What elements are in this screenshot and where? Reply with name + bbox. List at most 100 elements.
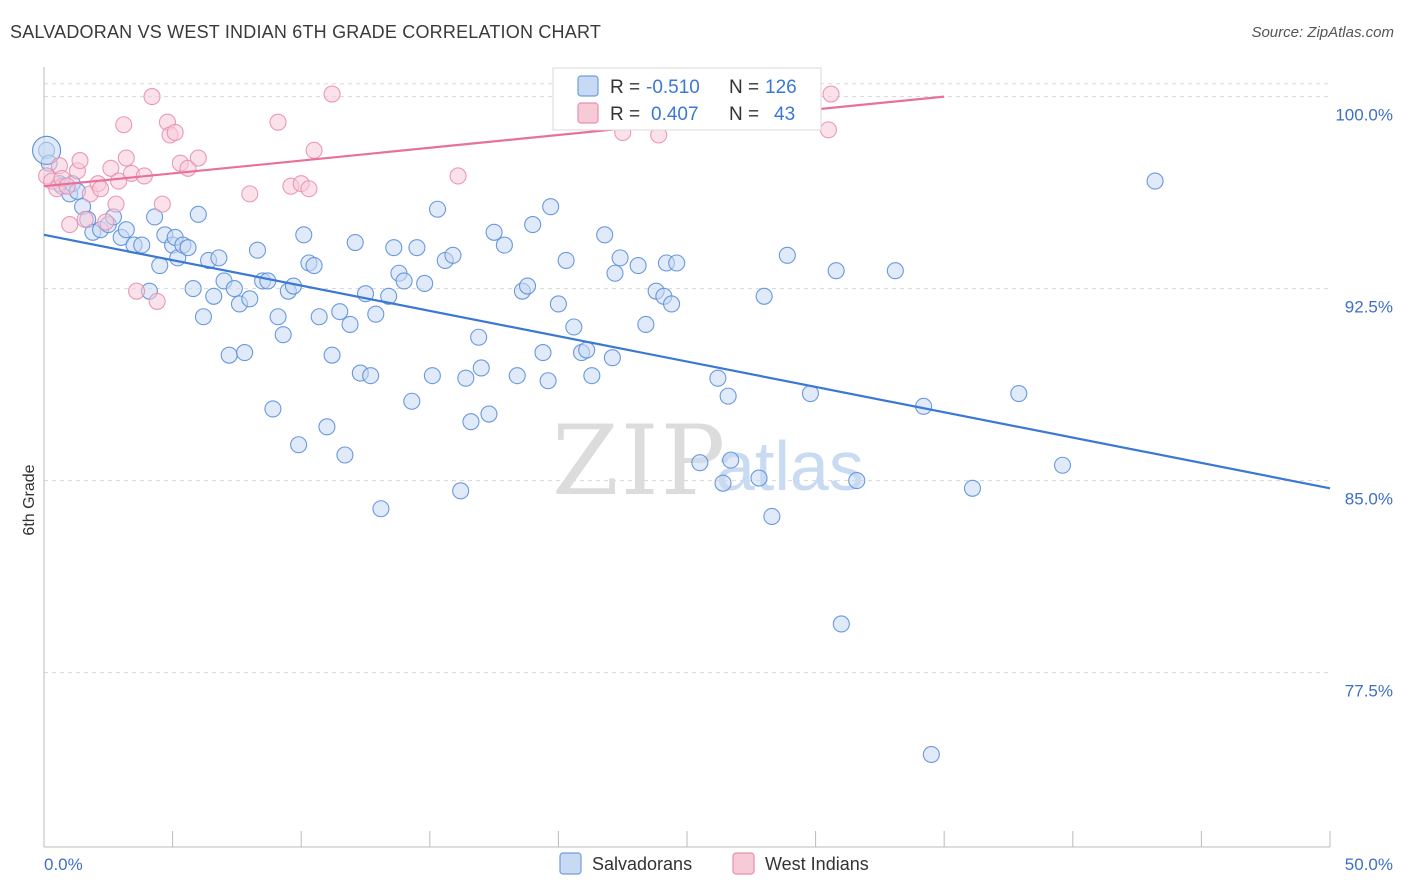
salvadoran-point-116: [827, 262, 845, 280]
salvadoran-point-52: [323, 346, 341, 364]
salvadoran-point-16: [133, 236, 151, 254]
salvadoran-point-25: [179, 239, 197, 257]
salvadoran-point-104: [668, 254, 686, 272]
x-tick-label-0: 0.0%: [44, 855, 83, 874]
salvadoran-point-27: [189, 205, 207, 223]
salvadoran-point-67: [408, 239, 426, 257]
y-tick-label-0: 77.5%: [1345, 682, 1393, 701]
salvadoran-point-72: [444, 246, 462, 264]
salvadoran-point-69: [423, 367, 441, 385]
salvadoran-point-86: [539, 372, 557, 390]
salvadoran-point-65: [395, 272, 413, 290]
chart-title: SALVADORAN VS WEST INDIAN 6TH GRADE CORR…: [10, 22, 602, 42]
legend-r-value-1: -0.510: [646, 77, 700, 98]
west-indian-point-31: [241, 185, 259, 203]
west-indian-point-35: [300, 180, 318, 198]
y-tick-label-2: 92.5%: [1345, 298, 1393, 317]
salvadoran-point-33: [220, 346, 238, 364]
legend-swatch-pink: [577, 102, 599, 124]
salvadoran-point-84: [524, 216, 542, 234]
salvadoran-point-61: [372, 500, 390, 518]
salvadoran-point-41: [264, 400, 282, 418]
salvadoran-point-47: [295, 226, 313, 244]
bottom-legend-label-west-indians: West Indians: [765, 854, 869, 874]
watermark: ZIP atlas: [552, 405, 864, 517]
salvadoran-point-54: [336, 446, 354, 464]
west-indian-point-41: [819, 121, 838, 139]
salvadoran-point-87: [542, 198, 560, 216]
watermark-atlas: atlas: [716, 427, 864, 505]
salvadoran-point-70: [428, 200, 447, 218]
west-indian-point-22: [143, 88, 161, 106]
salvadoran-point-74: [457, 369, 475, 387]
legend-r-label-1: R =: [610, 77, 640, 98]
west-indian-point-27: [166, 123, 184, 141]
salvadoran-point-106: [691, 454, 709, 472]
bottom-legend-label-salvadorans: Salvadorans: [592, 854, 692, 874]
salvadoran-point-37: [241, 290, 259, 308]
salvadoran-point-59: [362, 367, 380, 385]
salvadoran-point-34: [225, 280, 243, 298]
west-indian-point-24: [153, 195, 171, 213]
salvadoran-point-63: [385, 239, 403, 257]
west-indian-point-23: [148, 292, 166, 310]
west-indian-point-9: [76, 210, 94, 229]
salvadoran-point-30: [205, 287, 223, 305]
salvadoran-point-26: [184, 280, 202, 298]
west-indian-point-37: [323, 85, 341, 103]
series-salvadorans: [32, 85, 1164, 764]
salvadoran-point-14: [117, 221, 135, 239]
legend-n-value-1: 126: [765, 77, 797, 98]
bottom-legend-swatch-salvadorans: [559, 852, 582, 875]
salvadoran-point-97: [611, 249, 629, 267]
salvadoran-point-38: [248, 241, 267, 259]
salvadoran-point-53: [331, 303, 349, 321]
salvadoran-point-49: [305, 257, 323, 275]
salvadoran-point-51: [318, 418, 336, 436]
y-tick-label-1: 85.0%: [1345, 490, 1393, 509]
salvadoran-point-83: [518, 277, 537, 295]
salvadoran-point-108: [714, 474, 732, 492]
salvadoran-point-119: [886, 262, 904, 280]
legend-n-label-1: N =: [729, 77, 759, 98]
west-indian-point-16: [110, 172, 128, 190]
west-indian-point-14: [102, 159, 120, 177]
series-legend: Salvadorans West Indians: [559, 852, 869, 875]
salvadoran-point-113: [763, 507, 781, 525]
salvadoran-point-114: [778, 246, 796, 264]
salvadoran-point-118: [848, 472, 866, 490]
y-tick-label-3: 100.0%: [1335, 106, 1393, 125]
salvadoran-point-50: [310, 308, 328, 326]
salvadoran-point-88: [549, 295, 567, 313]
salvadoran-point-117: [832, 615, 850, 633]
salvadoran-point-77: [472, 359, 490, 377]
west-indian-point-36: [305, 141, 323, 159]
salvadoran-point-60: [367, 305, 385, 323]
salvadoran-point-90: [565, 318, 583, 336]
west-indian-point-12: [92, 180, 110, 198]
salvadoran-point-78: [480, 405, 498, 423]
source-label: Source: ZipAtlas.com: [1251, 24, 1394, 41]
west-indian-point-6: [61, 216, 79, 234]
salvadoran-point-81: [508, 367, 526, 385]
salvadoran-point-36: [236, 344, 254, 362]
salvadoran-point-93: [583, 367, 601, 385]
bottom-legend-swatch-west-indians: [732, 852, 755, 875]
west-indian-point-20: [128, 282, 146, 300]
legend-swatch-blue: [577, 75, 599, 97]
legend-n-label-2: N =: [729, 104, 759, 125]
salvadoran-point-124: [1053, 456, 1072, 474]
salvadoran-point-55: [341, 315, 359, 333]
salvadoran-point-95: [603, 349, 621, 367]
salvadoran-point-110: [722, 451, 740, 469]
west-indian-point-18: [117, 149, 135, 167]
salvadoran-point-92: [578, 341, 596, 359]
salvadoran-point-112: [755, 287, 773, 305]
west-indian-point-13: [97, 213, 115, 231]
salvadoran-point-66: [403, 392, 421, 410]
salvadoran-point-98: [629, 257, 647, 275]
salvadoran-point-76: [470, 328, 488, 346]
salvadoran-point-68: [416, 274, 434, 293]
salvadoran-point-80: [495, 236, 513, 254]
